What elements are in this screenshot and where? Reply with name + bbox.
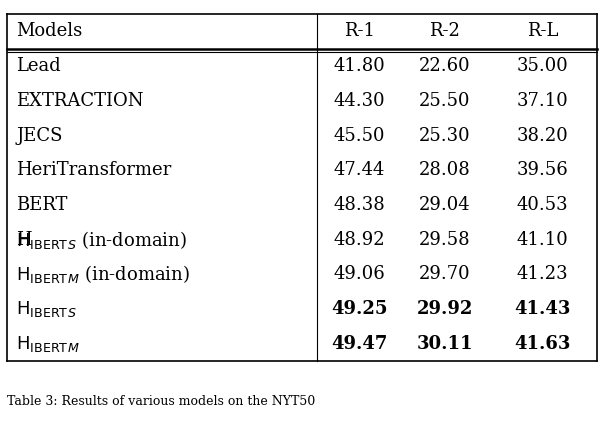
Text: $\mathrm{H_{IBERT}}_{S}$ (in-domain): $\mathrm{H_{IBERT}}_{S}$ (in-domain) <box>16 229 187 251</box>
Text: 39.56: 39.56 <box>516 161 568 179</box>
Text: 29.70: 29.70 <box>419 265 471 284</box>
Text: 41.23: 41.23 <box>516 265 568 284</box>
Text: 41.63: 41.63 <box>514 335 571 353</box>
Text: 48.38: 48.38 <box>333 196 385 214</box>
Text: R-1: R-1 <box>344 22 374 41</box>
Text: Models: Models <box>16 22 83 41</box>
Text: 40.53: 40.53 <box>516 196 568 214</box>
Text: H: H <box>16 231 32 249</box>
Text: 49.25: 49.25 <box>331 300 387 318</box>
Text: 41.10: 41.10 <box>516 231 568 249</box>
Text: JECS: JECS <box>16 127 63 145</box>
Text: 25.50: 25.50 <box>419 92 471 110</box>
Text: 48.92: 48.92 <box>333 231 385 249</box>
Text: $\mathrm{H_{IBERT}}_{M}$: $\mathrm{H_{IBERT}}_{M}$ <box>16 334 80 354</box>
Text: $\mathrm{H_{IBERT}}_{S}$: $\mathrm{H_{IBERT}}_{S}$ <box>16 299 77 319</box>
Text: HeriTransformer: HeriTransformer <box>16 161 172 179</box>
Text: BERT: BERT <box>16 196 68 214</box>
Text: 41.43: 41.43 <box>514 300 571 318</box>
Text: 29.58: 29.58 <box>419 231 471 249</box>
Text: 25.30: 25.30 <box>419 127 471 145</box>
Text: 30.11: 30.11 <box>417 335 473 353</box>
Text: 45.50: 45.50 <box>333 127 385 145</box>
Text: R-L: R-L <box>527 22 558 41</box>
Text: EXTRACTION: EXTRACTION <box>16 92 144 110</box>
Text: 28.08: 28.08 <box>419 161 471 179</box>
Text: 29.04: 29.04 <box>419 196 471 214</box>
Text: 47.44: 47.44 <box>333 161 385 179</box>
Text: 44.30: 44.30 <box>333 92 385 110</box>
Text: 29.92: 29.92 <box>417 300 473 318</box>
Text: 49.47: 49.47 <box>331 335 387 353</box>
Text: Lead: Lead <box>16 57 61 75</box>
Text: 35.00: 35.00 <box>516 57 568 75</box>
Text: 22.60: 22.60 <box>419 57 471 75</box>
Text: 38.20: 38.20 <box>516 127 568 145</box>
Text: R-2: R-2 <box>429 22 460 41</box>
Text: 49.06: 49.06 <box>333 265 385 284</box>
Text: 41.80: 41.80 <box>333 57 385 75</box>
Text: Table 3: Results of various models on the NYT50: Table 3: Results of various models on th… <box>7 395 316 408</box>
Text: 37.10: 37.10 <box>516 92 568 110</box>
Text: $\mathrm{H_{IBERT}}_{M}$ (in-domain): $\mathrm{H_{IBERT}}_{M}$ (in-domain) <box>16 263 190 285</box>
